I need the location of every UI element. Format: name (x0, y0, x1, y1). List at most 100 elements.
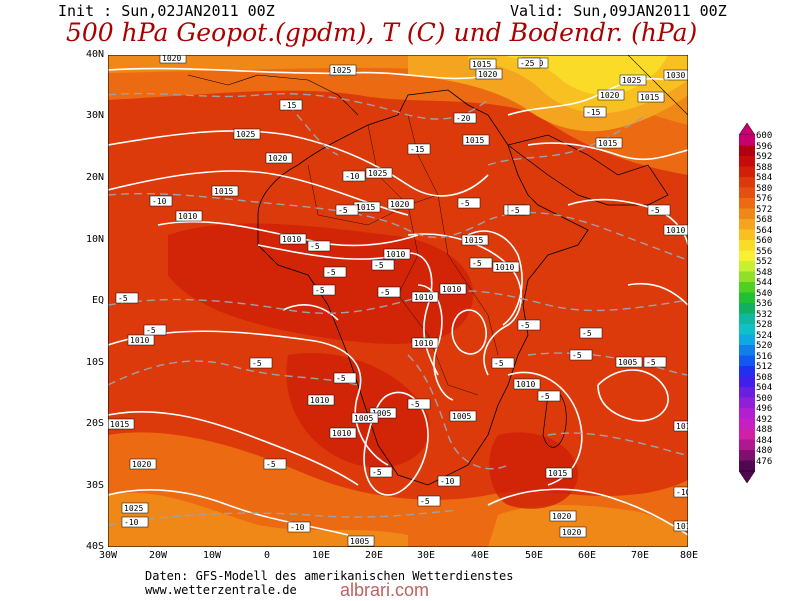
svg-text:-5: -5 (540, 392, 550, 401)
legend-label: 484 (756, 435, 773, 446)
legend-swatch (739, 240, 755, 251)
legend-label: 520 (756, 341, 773, 351)
lon-label-40e: 40E (470, 550, 490, 561)
legend-label: 548 (756, 267, 773, 278)
svg-text:1010: 1010 (442, 285, 461, 294)
svg-text:1025: 1025 (622, 76, 641, 85)
legend-swatch (739, 271, 755, 283)
svg-text:-5: -5 (380, 288, 390, 297)
svg-text:-5: -5 (326, 268, 336, 277)
svg-text:-5: -5 (460, 199, 470, 208)
svg-text:1020: 1020 (600, 91, 619, 100)
svg-text:1005: 1005 (350, 537, 369, 546)
svg-text:-5: -5 (582, 329, 592, 338)
lon-label-10e: 10E (311, 550, 331, 561)
svg-text:1005: 1005 (618, 358, 637, 367)
svg-text:-15: -15 (282, 101, 297, 110)
svg-text:1020: 1020 (268, 154, 287, 163)
svg-text:1015: 1015 (548, 469, 567, 478)
legend-swatch (739, 229, 755, 241)
legend-label: 488 (756, 425, 773, 435)
lat-label-30n: 30N (85, 110, 104, 121)
asia-border (627, 55, 688, 116)
svg-text:-10: -10 (290, 523, 305, 532)
svg-text:1015: 1015 (640, 93, 659, 102)
legend-swatch (739, 145, 755, 157)
svg-text:1010: 1010 (310, 396, 329, 405)
svg-text:1005: 1005 (354, 414, 373, 423)
svg-text:1010: 1010 (386, 250, 405, 259)
svg-text:-10: -10 (345, 172, 360, 181)
svg-text:-5: -5 (266, 460, 276, 469)
svg-text:1025: 1025 (236, 130, 255, 139)
valid-time: Valid: Sun,09JAN2011 00Z (510, 2, 727, 20)
svg-text:1010: 1010 (414, 339, 433, 348)
legend-label: 568 (756, 215, 773, 225)
legend-swatch (739, 177, 755, 188)
svg-text:1015: 1015 (472, 60, 491, 69)
svg-text:1010: 1010 (178, 212, 197, 221)
legend-label: 544 (756, 278, 773, 288)
legend-arrow-top (738, 123, 756, 136)
lon-label-70e: 70E (630, 550, 650, 561)
lon-label-50e: 50E (524, 550, 544, 561)
legend-swatch (739, 156, 755, 167)
legend-swatch (739, 429, 755, 440)
legend-label: 560 (756, 236, 773, 246)
svg-text:1010: 1010 (516, 380, 535, 389)
lat-label-10s: 10S (85, 357, 104, 368)
svg-text:-5: -5 (420, 497, 430, 506)
legend-label: 588 (756, 162, 773, 173)
svg-text:-5: -5 (372, 468, 382, 477)
svg-text:1005: 1005 (372, 409, 391, 418)
lat-label-30s: 30S (85, 480, 104, 491)
data-source-note: Daten: GFS-Modell des amerikanischen Wet… (145, 569, 514, 583)
legend-label: 572 (756, 204, 773, 215)
weather-map: 1020 1025 1025 1020 1015 1010 1025 1015 … (108, 55, 688, 547)
field-band-southeast-572 (488, 505, 688, 547)
legend-swatch (739, 166, 755, 178)
legend-swatch (739, 187, 755, 199)
legend-swatch (739, 460, 755, 472)
svg-text:-5: -5 (510, 206, 520, 215)
svg-text:1025: 1025 (368, 169, 387, 178)
legend-label: 552 (756, 257, 773, 267)
legend-label: 596 (756, 141, 773, 152)
svg-text:-5: -5 (310, 242, 320, 251)
lon-label-10w: 10W (202, 550, 222, 561)
svg-text:1010: 1010 (676, 522, 688, 531)
svg-text:1020: 1020 (552, 512, 571, 521)
lat-label-40n: 40N (85, 49, 104, 60)
legend-label: 592 (756, 152, 773, 162)
map-title: 500 hPa Geopot.(gpdm), T (C) und Bodendr… (66, 18, 698, 47)
svg-text:-5: -5 (146, 326, 156, 335)
legend-label: 492 (756, 414, 773, 425)
svg-text:1010: 1010 (414, 293, 433, 302)
svg-text:1015: 1015 (356, 203, 375, 212)
legend-label: 504 (756, 383, 773, 393)
color-legend: 600 596 592 588 584 580 576 572 568 564 560 556 552 5… (737, 123, 797, 483)
legend-label: 576 (756, 194, 773, 204)
legend-swatch (739, 135, 755, 146)
legend-label: 536 (756, 299, 773, 309)
svg-text:1010: 1010 (282, 235, 301, 244)
lat-label-40s: 40S (85, 541, 104, 552)
legend-label: 532 (756, 309, 773, 320)
africa-coastline (257, 89, 589, 486)
legend-swatch (739, 397, 755, 409)
svg-text:1025: 1025 (124, 504, 143, 513)
legend-label: 584 (756, 173, 773, 183)
svg-text:-15: -15 (586, 108, 601, 117)
svg-text:1010: 1010 (130, 336, 149, 345)
legend-swatch (739, 303, 755, 314)
legend-label: 516 (756, 351, 773, 362)
svg-text:-5: -5 (315, 286, 325, 295)
svg-text:1020: 1020 (132, 460, 151, 469)
svg-text:1015: 1015 (465, 136, 484, 145)
legend-label: 580 (756, 183, 773, 194)
legend-label: 500 (756, 393, 773, 404)
website-link[interactable]: www.wetterzentrale.de (145, 583, 297, 597)
warm-core-south (286, 353, 430, 468)
legend-swatch (739, 355, 755, 367)
watermark-brand: albrari.com (340, 580, 430, 600)
